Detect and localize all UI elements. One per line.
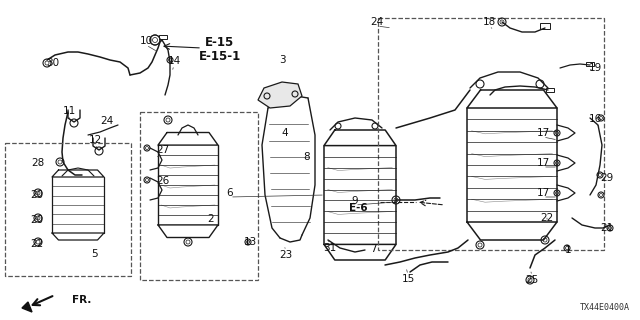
Polygon shape — [22, 302, 32, 312]
Text: 20: 20 — [31, 190, 44, 200]
Text: 24: 24 — [371, 17, 383, 27]
Text: 13: 13 — [243, 237, 257, 247]
Text: 17: 17 — [536, 128, 550, 138]
Text: 9: 9 — [352, 196, 358, 206]
Text: 20: 20 — [31, 215, 44, 225]
Text: 27: 27 — [156, 145, 170, 155]
Text: 4: 4 — [282, 128, 288, 138]
Text: 7: 7 — [370, 244, 376, 254]
Text: 22: 22 — [540, 213, 554, 223]
Text: 15: 15 — [401, 274, 415, 284]
Text: 12: 12 — [88, 135, 102, 145]
Text: 14: 14 — [168, 56, 180, 66]
Text: 17: 17 — [536, 188, 550, 198]
Bar — [540, 23, 550, 29]
Text: 1: 1 — [564, 245, 572, 255]
Text: 17: 17 — [536, 158, 550, 168]
Text: 25: 25 — [525, 275, 539, 285]
Text: 23: 23 — [280, 250, 292, 260]
Text: 24: 24 — [100, 116, 114, 126]
Text: FR.: FR. — [72, 295, 92, 305]
Text: 3: 3 — [278, 55, 285, 65]
Text: 10: 10 — [140, 36, 152, 46]
Text: 21: 21 — [600, 223, 614, 233]
Bar — [159, 35, 167, 39]
Text: 26: 26 — [156, 176, 170, 186]
FancyArrowPatch shape — [33, 296, 52, 305]
Polygon shape — [258, 82, 302, 108]
Text: E-6: E-6 — [349, 203, 367, 213]
Text: TX44E0400A: TX44E0400A — [580, 303, 630, 312]
Text: E-15: E-15 — [205, 36, 235, 49]
Text: 2: 2 — [208, 214, 214, 224]
Text: 31: 31 — [323, 243, 337, 253]
Text: E-15-1: E-15-1 — [199, 50, 241, 62]
Bar — [586, 61, 594, 67]
Text: 22: 22 — [30, 239, 44, 249]
Text: 5: 5 — [92, 249, 99, 259]
Text: 29: 29 — [600, 173, 614, 183]
Text: 30: 30 — [47, 58, 60, 68]
Text: 28: 28 — [31, 158, 45, 168]
Text: 6: 6 — [227, 188, 234, 198]
Bar — [546, 88, 554, 92]
Bar — [378, 18, 604, 250]
Text: 18: 18 — [483, 17, 495, 27]
Text: 11: 11 — [62, 106, 76, 116]
Bar — [140, 112, 258, 280]
Text: 19: 19 — [588, 63, 602, 73]
Bar — [5, 143, 131, 276]
Text: 16: 16 — [588, 114, 602, 124]
Text: 8: 8 — [304, 152, 310, 162]
